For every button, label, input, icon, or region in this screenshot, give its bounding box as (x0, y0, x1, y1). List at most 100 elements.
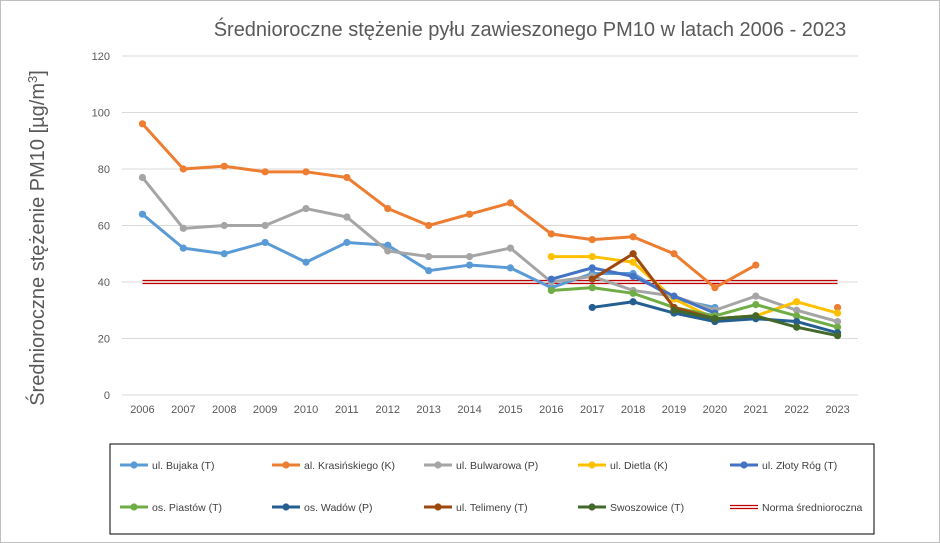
y-tick-labels: 0 20 40 60 80 100 120 (92, 51, 110, 402)
data-point (179, 165, 187, 173)
x-tick-label: 2019 (662, 404, 686, 416)
legend-item: Swoszowice (T) (578, 502, 684, 514)
legend-label: ul. Złoty Róg (T) (762, 460, 837, 472)
data-point (547, 252, 555, 261)
data-point (588, 275, 596, 283)
legend-box (109, 443, 875, 535)
data-point (670, 250, 678, 258)
data-point (588, 284, 596, 292)
data-point (588, 264, 596, 272)
data-point (793, 298, 801, 306)
data-point (793, 323, 801, 331)
data-point (711, 315, 719, 323)
data-point (138, 210, 147, 218)
y-tick-label: 0 (104, 390, 110, 402)
legend-swatch-marker (282, 461, 290, 469)
legend-swatch-marker (434, 503, 442, 511)
data-point (793, 306, 801, 314)
data-point (506, 199, 515, 207)
legend-label: al. Krasińskiego (K) (304, 460, 395, 472)
legend-item: os. Wadów (P) (272, 502, 372, 514)
x-tick-label: 2011 (335, 404, 359, 416)
data-point (302, 258, 310, 266)
data-point (425, 267, 433, 275)
legend-label: ul. Bulwarowa (P) (456, 460, 538, 472)
data-point (220, 221, 228, 230)
y-tick-label: 20 (98, 334, 110, 346)
x-tick-label: 2022 (784, 404, 808, 416)
data-point (343, 213, 351, 221)
y-tick-label: 120 (92, 51, 110, 63)
legend-swatch-marker (434, 461, 442, 469)
series-line (140, 122, 758, 290)
y-tick-label: 60 (98, 221, 110, 233)
data-point (138, 120, 147, 128)
legend-item: ul. Dietla (K) (578, 460, 668, 472)
legend-item: ul. Telimeny (T) (424, 502, 528, 514)
legend-item: Norma średnioroczna (730, 502, 863, 514)
legend-label: ul. Bujaka (T) (152, 460, 214, 472)
series-8 (670, 306, 842, 340)
x-tick-label: 2015 (498, 404, 522, 416)
legend-item: ul. Złoty Róg (T) (730, 460, 837, 472)
data-point (343, 238, 351, 247)
data-point (220, 250, 228, 258)
data-point (179, 224, 187, 232)
data-point (629, 258, 637, 266)
series-layer (138, 120, 842, 340)
legend-swatch-marker (130, 503, 138, 511)
legend-item: os. Piastów (T) (120, 502, 222, 514)
x-tick-label: 2017 (580, 404, 604, 416)
data-point (343, 173, 351, 182)
x-tick-labels: 2006 2007 2008 2009 2010 2011 2012 2013 2014 2015… (130, 404, 850, 416)
data-point (793, 317, 801, 326)
data-point (752, 301, 760, 309)
series-line (549, 255, 840, 321)
data-point (670, 306, 678, 314)
y-axis-label: Średnioroczne stężenie PM10 [µg/m3] (25, 70, 50, 406)
chart-title: Średnioroczne stężenie pyłu zawieszonego… (214, 17, 847, 41)
data-point (752, 312, 760, 320)
legend: ul. Bujaka (T) al. Krasińskiego (K) ul. Bu… (120, 460, 863, 514)
x-tick-label: 2013 (416, 404, 440, 416)
legend-swatch-marker (130, 461, 138, 469)
data-point (629, 250, 637, 258)
x-tick-label: 2016 (539, 404, 563, 416)
data-point (711, 284, 719, 292)
x-tick-label: 2008 (212, 404, 236, 416)
data-point (752, 261, 760, 269)
data-point (547, 230, 555, 238)
x-tick-label: 2018 (621, 404, 645, 416)
data-point (670, 292, 678, 300)
data-point (588, 252, 596, 261)
x-tick-label: 2007 (171, 404, 195, 416)
data-point (629, 289, 637, 297)
data-point (833, 332, 842, 340)
legend-label: Swoszowice (T) (610, 502, 684, 514)
legend-label: os. Wadów (P) (304, 502, 372, 514)
data-point (465, 252, 474, 261)
data-point (302, 204, 310, 213)
series-1 (138, 120, 842, 312)
data-point (425, 221, 433, 230)
x-tick-label: 2009 (253, 404, 277, 416)
data-point (588, 236, 596, 244)
legend-label: ul. Telimeny (T) (456, 502, 528, 514)
x-tick-label: 2006 (130, 404, 154, 416)
x-tick-label: 2023 (825, 404, 849, 416)
legend-swatch-marker (588, 503, 596, 511)
data-point (384, 247, 392, 255)
data-point (179, 244, 187, 252)
data-point (793, 312, 801, 320)
data-point (384, 241, 392, 249)
data-point (833, 309, 842, 317)
data-point (465, 261, 474, 269)
x-tick-label: 2012 (376, 404, 400, 416)
legend-item: al. Krasińskiego (K) (272, 460, 395, 472)
data-point (465, 210, 474, 218)
data-point (547, 286, 555, 295)
data-point (833, 317, 842, 326)
series-2 (138, 173, 842, 326)
